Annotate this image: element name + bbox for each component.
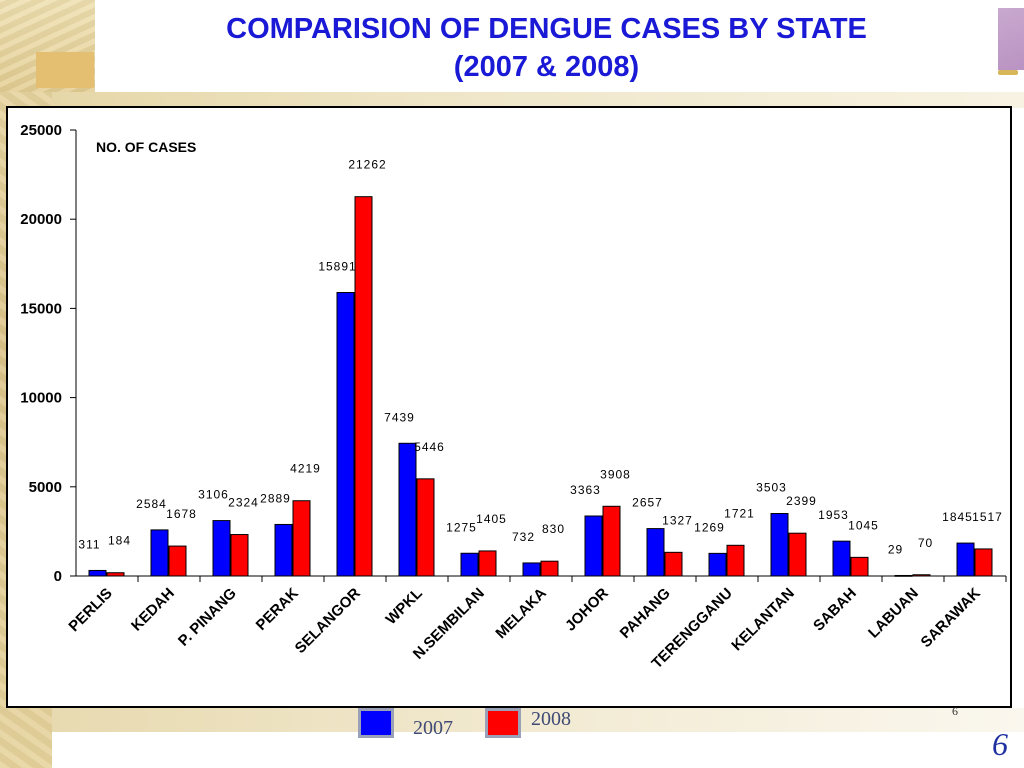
data-label-2007: 29 <box>888 542 903 556</box>
data-label-2008: 1517 <box>972 510 1003 524</box>
legend-swatch-2007 <box>358 708 394 738</box>
y-tick-label: 5000 <box>29 479 62 496</box>
data-label-2007: 7439 <box>384 410 415 424</box>
data-label-2007: 1845 <box>942 510 973 524</box>
bar-2007 <box>398 442 417 577</box>
legend-item-2007: 2007 <box>358 708 468 739</box>
bar-2007 <box>832 540 851 577</box>
y-tick-label: 15000 <box>20 300 62 317</box>
x-tick-label: LABUAN <box>865 585 922 642</box>
bar-2008 <box>788 532 807 577</box>
bar-2007 <box>646 528 665 577</box>
bar-2008 <box>416 478 435 577</box>
data-label-2007: 2584 <box>136 497 167 511</box>
x-tick-label: KEDAH <box>128 585 178 635</box>
y-tick-label: 25000 <box>20 122 62 139</box>
data-label-2007: 311 <box>78 537 100 551</box>
x-tick-label: P. PINANG <box>175 585 240 650</box>
y-tick-label: 0 <box>54 568 62 585</box>
bar-2008 <box>168 545 187 577</box>
bar-2007 <box>708 552 727 577</box>
x-tick-label: PERLIS <box>65 585 115 635</box>
bar-2008 <box>974 548 993 577</box>
data-label-2007: 732 <box>512 530 535 544</box>
bar-2007 <box>274 523 293 577</box>
x-tick-label: MELAKA <box>492 585 550 643</box>
top-left-accent <box>36 52 94 88</box>
bar-2008 <box>106 572 125 577</box>
top-right-decor <box>998 8 1024 70</box>
slide-number-small: 6 <box>952 704 958 718</box>
bar-2007 <box>894 574 913 577</box>
data-label-2008: 1678 <box>166 507 197 521</box>
bar-2007 <box>460 552 479 577</box>
y-tick-label: 20000 <box>20 211 62 228</box>
data-label-2008: 70 <box>918 536 933 550</box>
legend-swatch-2008 <box>485 708 521 738</box>
data-label-2008: 4219 <box>290 462 321 476</box>
x-tick-label: PAHANG <box>617 585 674 642</box>
bar-2008 <box>850 556 869 577</box>
chart-frame: 0 5000 10000 15000 20000 25000 NO. OF CASES 311… <box>6 106 1012 708</box>
bar-2008 <box>664 551 683 577</box>
data-label-2008: 1721 <box>724 506 755 520</box>
data-label-2008: 5446 <box>414 440 445 454</box>
data-label-2007: 3106 <box>198 488 229 502</box>
x-tick-label: KELANTAN <box>728 585 798 655</box>
legend-item-2008: 2008 <box>485 708 595 738</box>
data-label-2008: 3908 <box>600 467 631 481</box>
slide-title-line1: COMPARISION OF DENGUE CASES BY STATE <box>226 13 867 45</box>
bar-2008 <box>602 505 621 577</box>
slide-number: 6 <box>992 726 1008 762</box>
bar-2007 <box>150 529 169 577</box>
data-label-2008: 1045 <box>848 518 879 532</box>
data-label-2008: 830 <box>542 522 565 536</box>
bar-2008 <box>726 544 745 577</box>
bar-2007 <box>522 562 541 577</box>
legend-label-2007: 2007 <box>413 717 453 739</box>
bar-2008 <box>478 550 497 577</box>
data-label-2007: 1953 <box>818 508 849 522</box>
data-label-2008: 1405 <box>476 512 507 526</box>
bar-2007 <box>212 520 231 577</box>
data-label-2008: 1327 <box>662 513 693 527</box>
bar-2007 <box>584 515 603 577</box>
x-tick-label: WPKL <box>383 585 426 628</box>
legend-label-2008: 2008 <box>531 708 571 730</box>
data-label-2008: 184 <box>108 534 131 548</box>
bar-2007 <box>336 292 355 577</box>
bar-2008 <box>292 500 311 577</box>
footer-band <box>52 708 1024 732</box>
bar-2007 <box>956 542 975 577</box>
bar-2007 <box>770 513 789 577</box>
header-band <box>52 92 1024 108</box>
data-label-2008: 2324 <box>228 496 259 510</box>
x-tick-label: PERAK <box>253 585 302 634</box>
slide-title-line2: (2007 & 2008) <box>453 51 640 83</box>
x-tick-label: SELANGOR <box>292 585 364 657</box>
data-label-2007: 1275 <box>446 520 477 534</box>
data-label-2007: 3363 <box>570 483 601 497</box>
bar-2008 <box>354 196 373 577</box>
bar-chart: 0 5000 10000 15000 20000 25000 NO. OF CASES 311… <box>20 122 1007 672</box>
y-axis-caption: NO. OF CASES <box>96 139 196 155</box>
data-label-2008: 21262 <box>348 158 386 172</box>
x-tick-label: SABAH <box>810 585 860 635</box>
data-label-2007: 2657 <box>632 496 663 510</box>
data-label-2008: 2399 <box>786 494 817 508</box>
y-tick-label: 10000 <box>20 390 62 407</box>
data-label-2007: 15891 <box>318 260 356 274</box>
top-right-accent <box>998 70 1018 75</box>
data-label-2007: 2889 <box>260 491 291 505</box>
data-label-2007: 3503 <box>756 481 787 495</box>
bar-2008 <box>540 560 559 577</box>
slide-title: COMPARISION OF DENGUE CASES BY STATE (20… <box>95 10 998 86</box>
x-tick-label: JOHOR <box>562 585 612 635</box>
bar-2008 <box>912 574 931 577</box>
bar-2008 <box>230 534 249 577</box>
x-tick-label: SARAWAK <box>918 585 984 651</box>
bar-2007 <box>88 569 107 577</box>
data-label-2007: 1269 <box>694 520 725 534</box>
